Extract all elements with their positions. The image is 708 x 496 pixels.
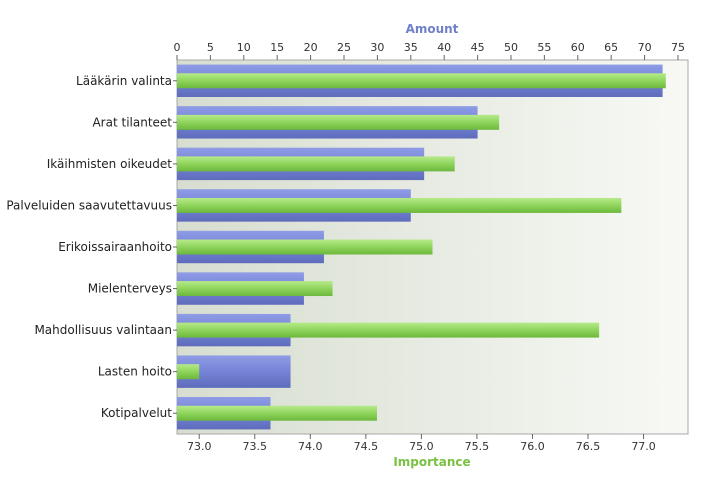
top-axis-tick-label: 65 <box>604 41 618 54</box>
bottom-axis-title: Importance <box>393 455 470 469</box>
bottom-axis-tick-label: 74.5 <box>354 440 379 453</box>
bottom-axis-tick-label: 75.5 <box>465 440 490 453</box>
top-axis-tick-label: 20 <box>304 41 318 54</box>
category-label: Ikäihmisten oikeudet <box>47 157 173 171</box>
bar-importance <box>177 239 433 255</box>
bottom-axis-tick-label: 77.0 <box>631 440 656 453</box>
bottom-axis-tick-label: 73.5 <box>243 440 268 453</box>
top-axis-tick-label: 30 <box>370 41 384 54</box>
bar-importance <box>177 156 455 172</box>
top-axis-tick-label: 40 <box>437 41 451 54</box>
top-axis-tick-label: 60 <box>571 41 585 54</box>
category-label: Mahdollisuus valintaan <box>34 323 172 337</box>
category-label: Mielenterveys <box>88 282 172 296</box>
bottom-axis-tick-label: 76.5 <box>576 440 601 453</box>
top-axis-tick-label: 5 <box>207 41 214 54</box>
bar-importance <box>177 364 200 380</box>
top-axis-tick-label: 15 <box>270 41 284 54</box>
bottom-axis-tick-label: 75.0 <box>409 440 434 453</box>
bar-importance <box>177 322 600 338</box>
category-label: Palveluiden saavutettavuus <box>6 198 172 212</box>
top-axis-tick-label: 10 <box>237 41 251 54</box>
bottom-axis-tick-label: 76.0 <box>520 440 545 453</box>
top-axis-tick-label: 45 <box>471 41 485 54</box>
bottom-axis-tick-label: 74.0 <box>298 440 323 453</box>
category-label: Erikoissairaanhoito <box>58 240 172 254</box>
top-axis-tick-label: 0 <box>174 41 181 54</box>
top-axis-title: Amount <box>406 22 459 36</box>
bar-importance <box>177 114 500 130</box>
bar-importance <box>177 281 333 297</box>
top-axis-tick-label: 55 <box>537 41 551 54</box>
top-axis-tick-label: 25 <box>337 41 351 54</box>
bar-importance <box>177 197 622 213</box>
top-axis-tick-label: 70 <box>638 41 652 54</box>
category-label: Lasten hoito <box>98 365 172 379</box>
bar-importance <box>177 73 666 89</box>
bar-importance <box>177 405 377 421</box>
top-axis-tick-label: 75 <box>671 41 685 54</box>
top-axis-tick-label: 35 <box>404 41 418 54</box>
top-axis-tick-label: 50 <box>504 41 518 54</box>
bottom-axis-tick-label: 73.0 <box>187 440 212 453</box>
category-label: Lääkärin valinta <box>76 74 172 88</box>
category-label: Arat tilanteet <box>92 115 172 129</box>
category-label: Kotipalvelut <box>101 406 172 420</box>
